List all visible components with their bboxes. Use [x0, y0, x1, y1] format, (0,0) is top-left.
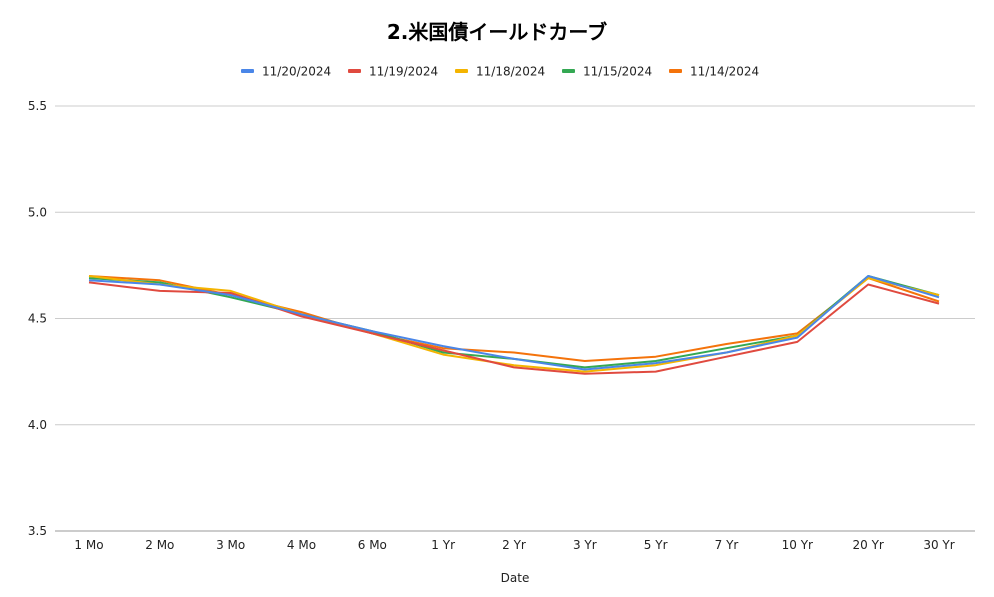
gridlines: [55, 105, 975, 532]
legend-label: 11/20/2024: [262, 65, 331, 79]
y-tick-label: 3.5: [28, 524, 47, 538]
y-tick-label: 5.5: [28, 99, 47, 113]
legend-label: 11/15/2024: [583, 65, 652, 79]
legend-label: 11/18/2024: [476, 65, 545, 79]
legend-label: 11/19/2024: [369, 65, 438, 79]
x-tick-label: 7 Yr: [715, 538, 739, 552]
y-tick-label: 5.0: [28, 205, 47, 219]
x-axis-title: Date: [501, 571, 530, 585]
x-tick-label: 2 Mo: [145, 538, 174, 552]
x-tick-label: 5 Yr: [644, 538, 668, 552]
x-tick-label: 4 Mo: [287, 538, 316, 552]
x-tick-label: 3 Yr: [573, 538, 597, 552]
x-axis: 1 Mo 2 Mo 3 Mo 4 Mo 6 Mo 1 Yr 2 Yr 3 Yr 5 Yr 7 Yr…: [74, 538, 954, 552]
series-line-0: [88, 275, 940, 371]
legend-swatch: [241, 69, 254, 73]
legend: 11/20/2024 11/19/2024 11/18/2024 11/15/2024…: [241, 65, 759, 79]
legend-label: 11/14/2024: [690, 65, 759, 79]
x-tick-label: 20 Yr: [852, 538, 883, 552]
series-line-1: [88, 281, 940, 375]
legend-swatch: [348, 69, 361, 73]
plot-area: [88, 275, 940, 375]
x-tick-label: 2 Yr: [502, 538, 526, 552]
chart-title: 2.米国債イールドカーブ: [387, 20, 607, 44]
legend-swatch: [669, 69, 682, 73]
y-axis: 3.5 4.0 4.5 5.0 5.5: [28, 99, 47, 538]
series-line-2: [88, 275, 940, 373]
legend-swatch: [562, 69, 575, 73]
x-tick-label: 3 Mo: [216, 538, 245, 552]
x-tick-label: 30 Yr: [923, 538, 954, 552]
x-tick-label: 6 Mo: [358, 538, 387, 552]
y-tick-label: 4.5: [28, 312, 47, 326]
x-tick-label: 10 Yr: [782, 538, 813, 552]
legend-swatch: [455, 69, 468, 73]
x-tick-label: 1 Yr: [431, 538, 455, 552]
x-tick-label: 1 Mo: [74, 538, 103, 552]
y-tick-label: 4.0: [28, 418, 47, 432]
